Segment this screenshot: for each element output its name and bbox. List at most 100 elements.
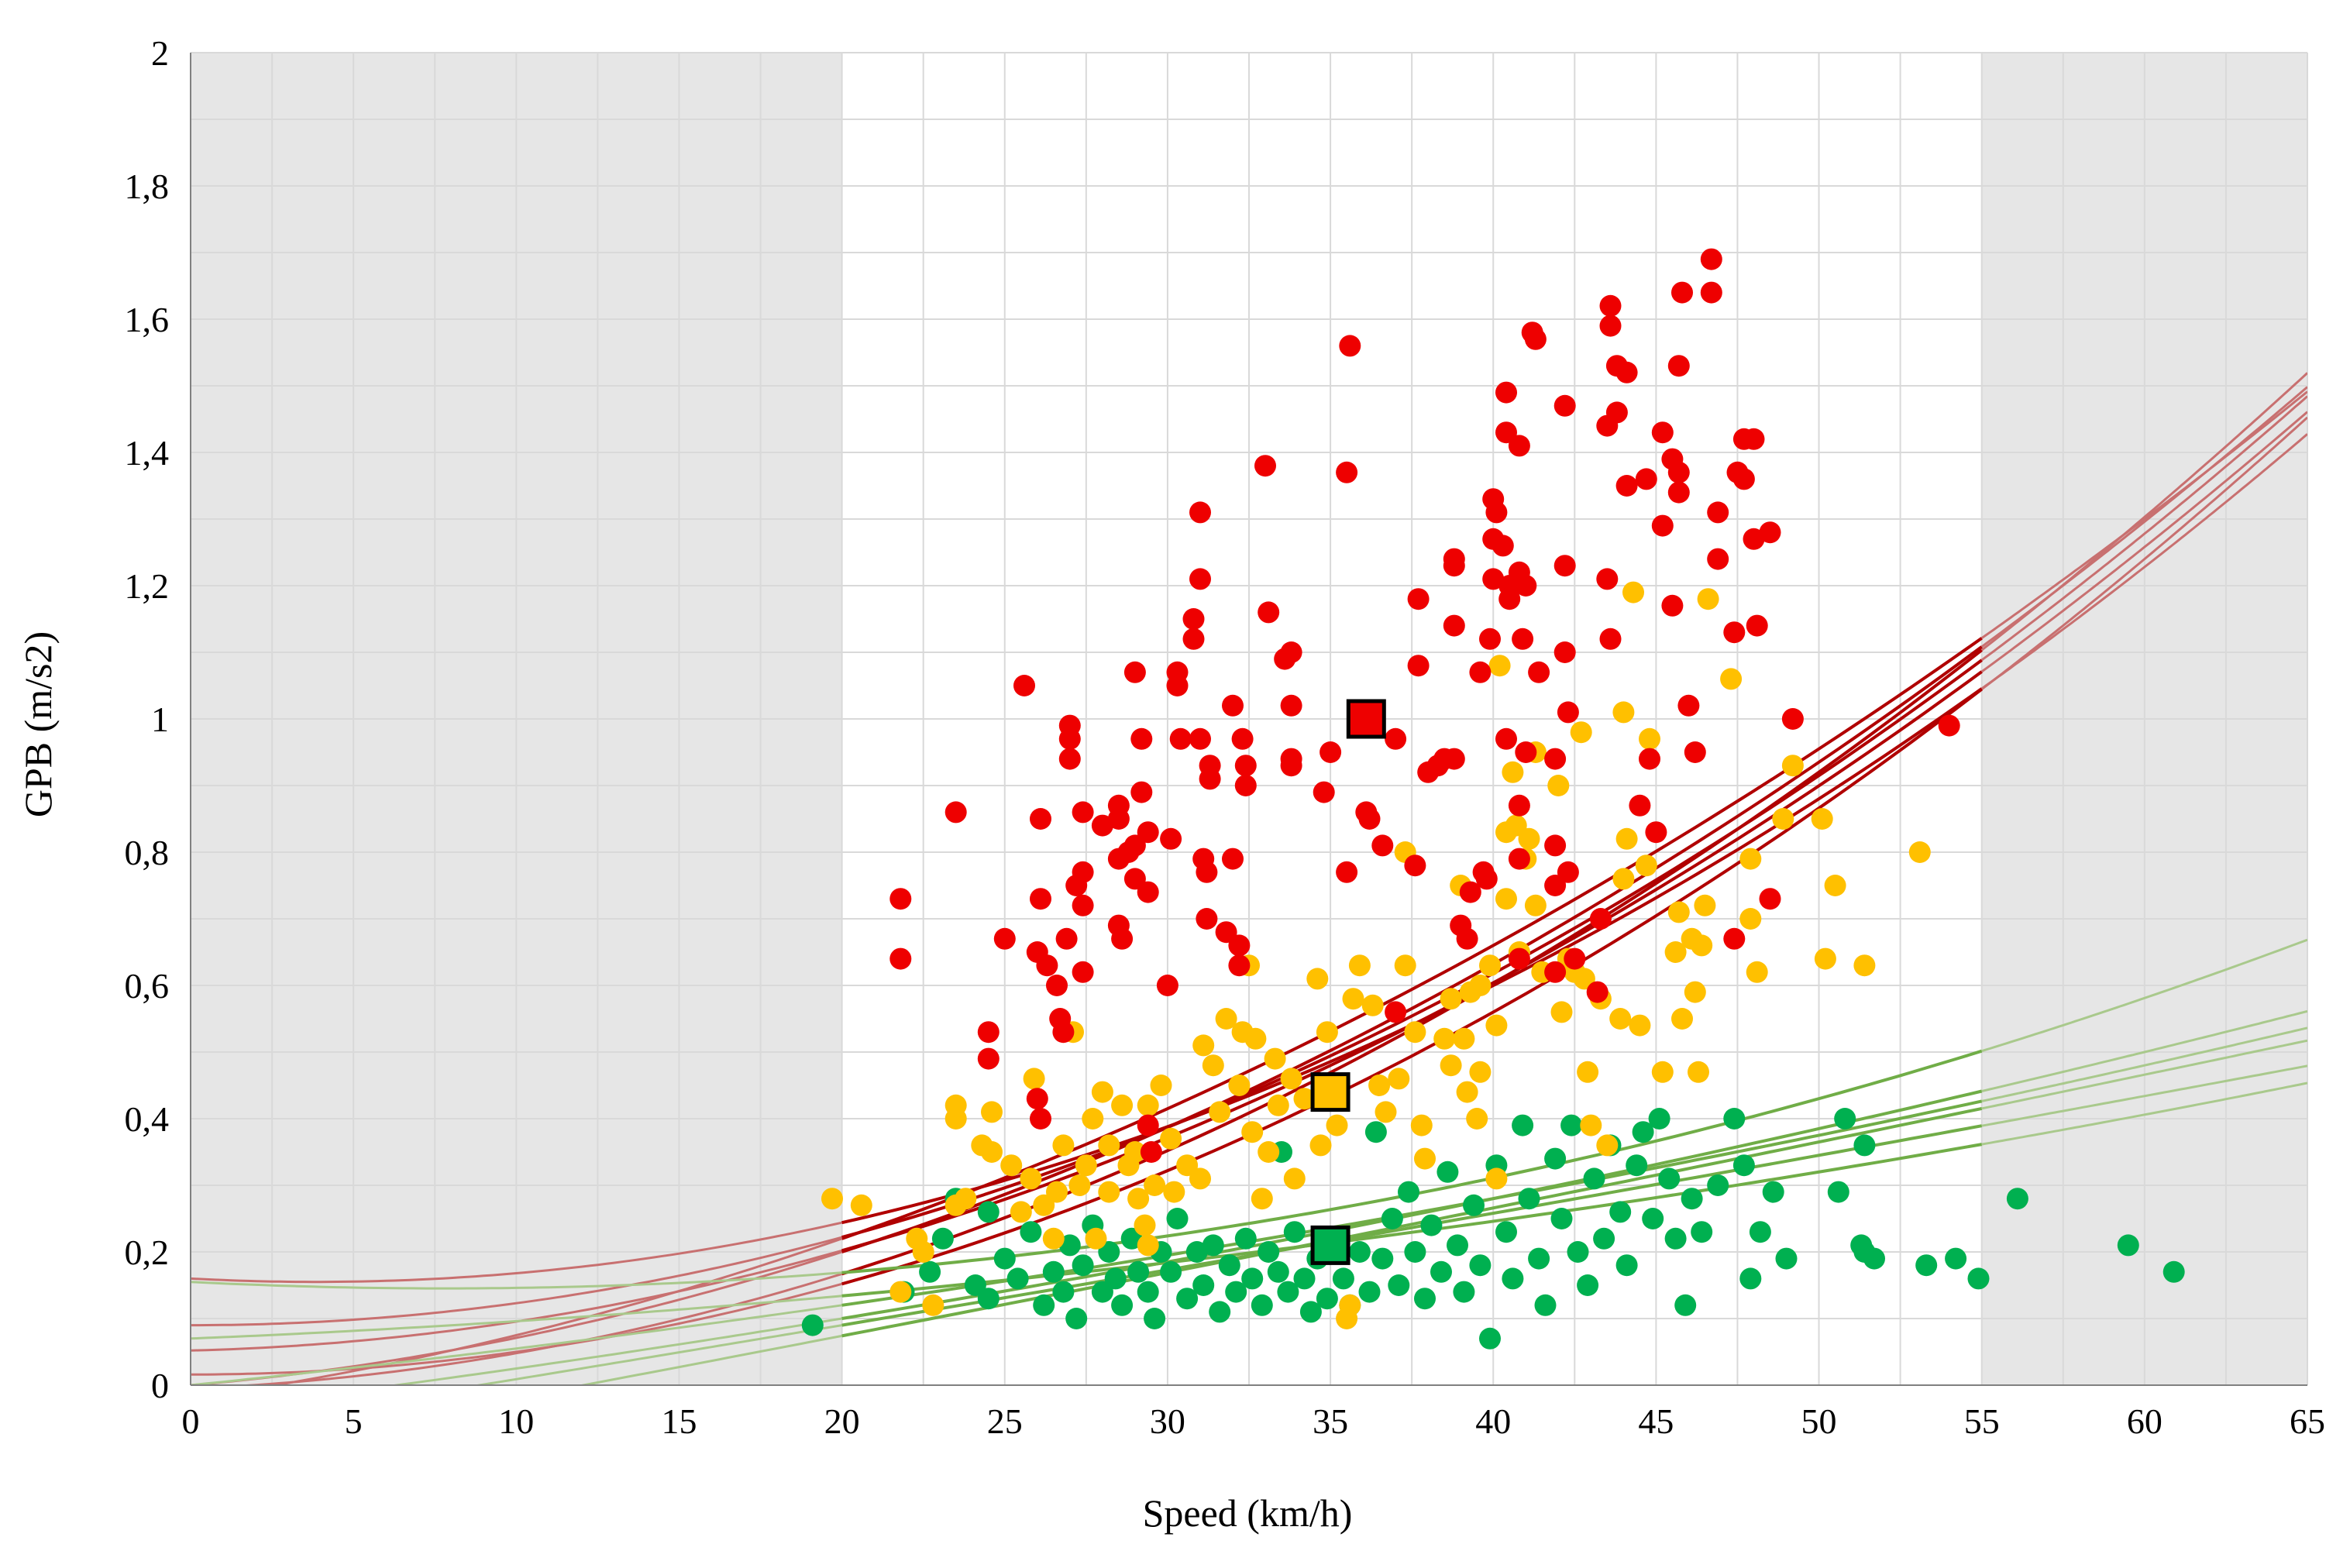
point-red xyxy=(1280,694,1302,717)
point-red xyxy=(1443,548,1465,570)
point-red xyxy=(1107,808,1130,830)
point-yellow xyxy=(1410,1114,1433,1136)
point-red xyxy=(1635,468,1657,490)
point-red xyxy=(1938,714,1960,737)
point-yellow xyxy=(850,1194,872,1216)
point-green xyxy=(1502,1267,1524,1290)
point-green xyxy=(1020,1221,1042,1243)
y-tick-label: 2 xyxy=(151,33,169,73)
point-red xyxy=(977,1021,1000,1044)
fit-curve-green-8-low xyxy=(191,1295,842,1340)
point-yellow xyxy=(1192,1034,1215,1057)
point-red xyxy=(1700,281,1722,304)
point-red xyxy=(1234,775,1257,796)
point-green xyxy=(1120,1227,1143,1250)
point-red xyxy=(1456,927,1478,950)
x-tick-label: 30 xyxy=(1150,1401,1185,1441)
y-tick-label: 0,4 xyxy=(125,1099,170,1139)
point-red xyxy=(944,801,967,824)
point-red xyxy=(1336,461,1358,483)
point-red xyxy=(1111,927,1134,950)
point-green xyxy=(1111,1294,1134,1316)
point-red xyxy=(1258,601,1280,624)
point-red xyxy=(1404,854,1426,877)
point-red xyxy=(1599,294,1622,317)
point-yellow xyxy=(1622,581,1644,603)
point-red xyxy=(1667,461,1690,483)
point-yellow xyxy=(1577,1061,1599,1083)
point-red xyxy=(1723,927,1746,950)
point-yellow xyxy=(1267,1094,1289,1116)
point-red xyxy=(1222,694,1244,717)
point-yellow xyxy=(1144,1174,1166,1196)
point-red xyxy=(1667,481,1690,504)
point-yellow xyxy=(1052,1134,1075,1157)
point-red xyxy=(1759,888,1781,910)
x-tick-label: 60 xyxy=(2127,1401,2162,1441)
point-yellow xyxy=(1433,1027,1456,1050)
point-yellow xyxy=(1215,1008,1237,1030)
point-green xyxy=(964,1274,986,1296)
point-red xyxy=(1385,727,1407,750)
point-red xyxy=(1199,768,1221,790)
point-green xyxy=(1202,1234,1224,1257)
fit-curve-green-7-low xyxy=(191,1271,842,1290)
point-red xyxy=(1707,501,1729,524)
point-red xyxy=(1182,608,1205,630)
point-red xyxy=(1723,621,1746,644)
point-red xyxy=(1553,555,1576,577)
point-red xyxy=(1508,794,1530,817)
point-yellow xyxy=(1306,968,1329,990)
point-red xyxy=(1508,848,1530,870)
point-green xyxy=(1853,1134,1876,1157)
y-tick-label: 1,8 xyxy=(125,167,170,206)
x-tick-label: 15 xyxy=(661,1401,697,1441)
point-yellow xyxy=(981,1101,1003,1123)
point-red xyxy=(1553,641,1576,663)
x-tick-label: 40 xyxy=(1475,1401,1511,1441)
point-red xyxy=(1058,748,1081,770)
point-green xyxy=(1463,1194,1485,1216)
point-yellow xyxy=(1485,1167,1508,1190)
point-red xyxy=(1166,675,1189,696)
point-red xyxy=(1052,1021,1075,1044)
point-yellow xyxy=(1111,1094,1134,1116)
point-red xyxy=(1358,808,1381,830)
point-yellow xyxy=(1488,655,1511,677)
point-green xyxy=(993,1247,1016,1270)
point-red xyxy=(1732,468,1755,490)
point-yellow xyxy=(1082,1108,1104,1130)
point-red xyxy=(1743,428,1765,450)
point-red xyxy=(1589,908,1612,930)
point-green xyxy=(2117,1234,2139,1257)
point-yellow xyxy=(1814,947,1836,970)
point-green xyxy=(977,1201,1000,1223)
point-red xyxy=(1443,614,1465,637)
point-red xyxy=(1599,315,1622,337)
point-yellow xyxy=(1456,1081,1478,1103)
point-green xyxy=(1033,1294,1055,1316)
point-yellow xyxy=(1046,1181,1068,1203)
point-green xyxy=(2162,1260,2185,1283)
point-red xyxy=(889,947,912,970)
point-red xyxy=(1544,875,1567,896)
point-yellow xyxy=(1209,1101,1231,1123)
point-yellow xyxy=(1466,1108,1488,1130)
point-yellow xyxy=(1609,1008,1632,1030)
point-red xyxy=(1169,727,1192,750)
point-green xyxy=(1091,1281,1113,1303)
mean-marker-yellow xyxy=(1310,1072,1350,1112)
point-yellow xyxy=(1251,1188,1273,1210)
point-yellow xyxy=(1228,1075,1251,1096)
point-green xyxy=(1945,1247,1967,1270)
point-green xyxy=(1583,1167,1605,1190)
fit-curve-green-12 xyxy=(841,1099,1983,1307)
point-red xyxy=(1371,834,1394,857)
fit-curve-green-8-high xyxy=(1981,1081,2307,1146)
point-green xyxy=(1593,1227,1615,1250)
point-green xyxy=(1469,1254,1492,1277)
point-red xyxy=(1222,848,1244,870)
point-green xyxy=(1166,1208,1189,1229)
point-red xyxy=(1508,947,1530,970)
fit-curve-red-0-high xyxy=(1980,416,2307,690)
